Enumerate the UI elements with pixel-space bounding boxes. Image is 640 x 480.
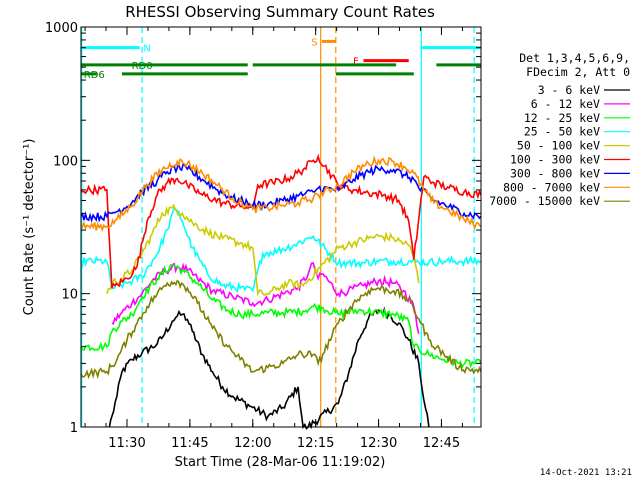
x-tick-label-12-30: 12:30	[360, 436, 397, 451]
legend-label-50-100-kev: 50 - 100 keV	[517, 139, 600, 153]
y-tick-label-1: 1	[70, 421, 78, 436]
legend-label-300-800-kev: 300 - 800 keV	[510, 166, 600, 180]
series-3-6-kev	[108, 306, 430, 430]
series-6-12-kev	[111, 261, 420, 334]
flag-label-n: N	[143, 44, 150, 55]
x-tick-label-11-30: 11:30	[108, 436, 145, 451]
series-100-300-kev	[80, 153, 482, 289]
x-tick-label-12-00: 12:00	[234, 436, 271, 451]
series-800-7000-kev	[80, 155, 482, 233]
legend-label-800-7000-kev: 800 - 7000 keV	[503, 180, 600, 194]
legend-label-25-50-kev: 25 - 50 keV	[524, 125, 600, 139]
flag-label-s: S	[311, 37, 317, 48]
generated-timestamp: 14-Oct-2021 13:21	[540, 468, 632, 478]
y-axis-label: Count Rate (s⁻¹ detector⁻¹)	[22, 139, 37, 316]
x-tick-label-12-15: 12:15	[297, 436, 334, 451]
series-300-800-kev	[80, 161, 482, 223]
legend-label-3-6-kev: 3 - 6 keV	[538, 83, 600, 97]
y-axis-ticks: 1 10 100 1000	[45, 21, 481, 436]
x-axis-label: Start Time (28-Mar-06 11:19:02)	[175, 455, 386, 470]
plot-frame	[80, 26, 482, 428]
series-7000-15000-kev	[80, 279, 482, 380]
x-tick-label-12-45: 12:45	[423, 436, 460, 451]
legend-label-6-12-kev: 6 - 12 keV	[531, 97, 600, 111]
legend-label-7000-15000-kev: 7000 - 15000 keV	[489, 194, 600, 208]
series-lines	[80, 153, 482, 430]
series-12-25-kev	[80, 263, 482, 370]
flag-label-f: F	[353, 57, 359, 68]
legend-label-100-300-kev: 100 - 300 keV	[510, 153, 600, 167]
series-50-100-kev	[106, 203, 420, 297]
y-tick-label-100: 100	[53, 154, 78, 169]
legend-label-12-25-kev: 12 - 25 keV	[524, 111, 600, 125]
legend-header-line-1: Det 1,3,4,5,6,9,	[519, 51, 630, 65]
legend-header-line-2: FDecim 2, Att 0	[526, 65, 630, 79]
flag-label-rd6: RD6	[84, 70, 105, 81]
legend: Det 1,3,4,5,6,9, FDecim 2, Att 0 3 - 6 k…	[489, 51, 630, 208]
x-axis-ticks: 11:30 11:45 12:00 12:15 12:30 12:45	[84, 27, 463, 451]
y-tick-label-10: 10	[61, 288, 78, 303]
flag-bars: N S F RD0 RD6	[80, 37, 481, 81]
flag-label-rd0: RD0	[132, 61, 153, 72]
chart-title: RHESSI Observing Summary Count Rates	[125, 3, 435, 21]
x-tick-label-11-45: 11:45	[171, 436, 208, 451]
y-tick-label-1000: 1000	[45, 21, 78, 36]
